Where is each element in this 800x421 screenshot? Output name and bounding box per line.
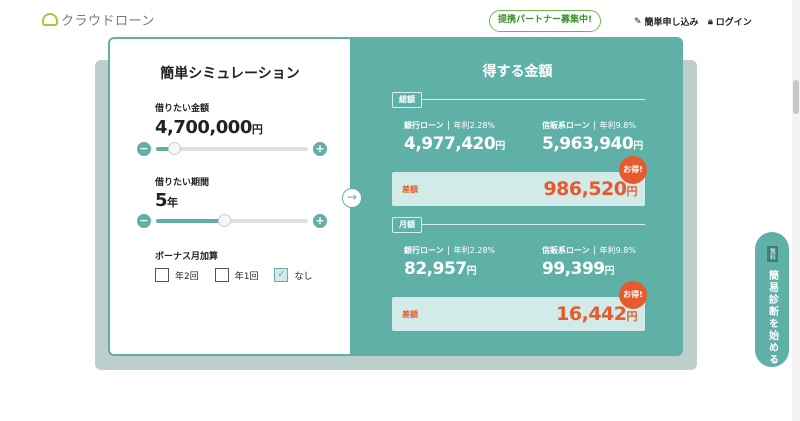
apply-link[interactable]: ✎ 簡単申し込み (634, 15, 699, 29)
logo-text: クラウドローン (61, 14, 155, 29)
bank-loan-total: 銀行ローン 年利2.28% 4,977,420円 (404, 121, 505, 154)
bonus-label: ボーナス月加算 (155, 252, 219, 262)
result-title: 得する金額 (482, 64, 553, 80)
amount-plus-button[interactable]: + (313, 142, 327, 156)
bank-loan-monthly: 銀行ローン 年利2.28% 82,957円 (404, 246, 496, 279)
logo[interactable]: クラウドローン (42, 10, 155, 29)
arrow-right-icon: → (342, 188, 362, 208)
bonus-twice-checkbox[interactable]: 年2回 (155, 268, 199, 282)
monthly-difference: 差額 16,442円 お得! (392, 281, 647, 331)
partner-recruit-button[interactable]: 提携パートナー募集中! (489, 10, 602, 32)
login-label: ログイン (715, 18, 752, 28)
shinpan-loan-monthly: 信販系ローン 年利9.8% 99,399円 (542, 246, 636, 279)
quick-diagnosis-label: 簡易診断を始める (766, 270, 778, 366)
period-value: 5年 (155, 190, 178, 211)
cloud-logo-icon (42, 13, 58, 26)
scrollbar-thumb[interactable] (793, 80, 799, 114)
check-icon[interactable]: ✓ (274, 268, 289, 282)
free-badge: 無料 (766, 246, 778, 262)
simulation-title: 簡単シミュレーション (160, 66, 300, 82)
period-plus-button[interactable]: + (313, 214, 327, 228)
total-difference: 差額 986,520円 お得! (392, 156, 647, 206)
period-minus-button[interactable]: − (137, 214, 151, 228)
otoku-badge: お得! (619, 281, 647, 309)
bonus-none-checkbox[interactable]: ✓ なし (274, 268, 312, 282)
quick-diagnosis-button[interactable]: 無料簡易診断を始める (755, 232, 789, 367)
header: クラウドローン 提携パートナー募集中! ✎ 簡単申し込み 🔒︎ ログイン (0, 0, 792, 38)
simulation-card: 簡単シミュレーション 借りたい金額 4,700,000円 − + 借りたい期間 … (108, 37, 683, 356)
checkbox-box[interactable] (214, 268, 229, 282)
result-panel: 得する金額 総額 銀行ローン 年利2.28% 4,977,420円 信販系ローン 年利… (352, 37, 683, 356)
amount-slider[interactable]: − + (137, 142, 327, 156)
pencil-icon: ✎ (634, 16, 642, 27)
shinpan-loan-total: 信販系ローン 年利9.8% 5,963,940円 (542, 121, 643, 154)
amount-slider-handle[interactable] (168, 142, 182, 155)
otoku-badge: お得! (619, 156, 647, 184)
period-slider-handle[interactable] (218, 214, 232, 227)
lock-icon: 🔒︎ (708, 16, 713, 27)
apply-label: 簡単申し込み (644, 18, 699, 28)
checkbox-box[interactable] (155, 268, 169, 282)
amount-label: 借りたい金額 (155, 104, 210, 114)
total-tag: 総額 (392, 92, 422, 108)
monthly-tag: 月額 (392, 217, 422, 233)
amount-value: 4,700,000円 (155, 117, 263, 138)
period-slider[interactable]: − + (137, 214, 327, 228)
scrollbar[interactable] (792, 0, 800, 421)
simulation-panel: 簡単シミュレーション 借りたい金額 4,700,000円 − + 借りたい期間 … (108, 37, 352, 356)
login-link[interactable]: 🔒︎ ログイン (708, 15, 752, 29)
bonus-once-checkbox[interactable]: 年1回 (214, 268, 258, 282)
amount-minus-button[interactable]: − (137, 142, 151, 156)
bonus-options: 年2回 年1回 ✓ なし (155, 268, 312, 282)
period-label: 借りたい期間 (155, 178, 210, 188)
